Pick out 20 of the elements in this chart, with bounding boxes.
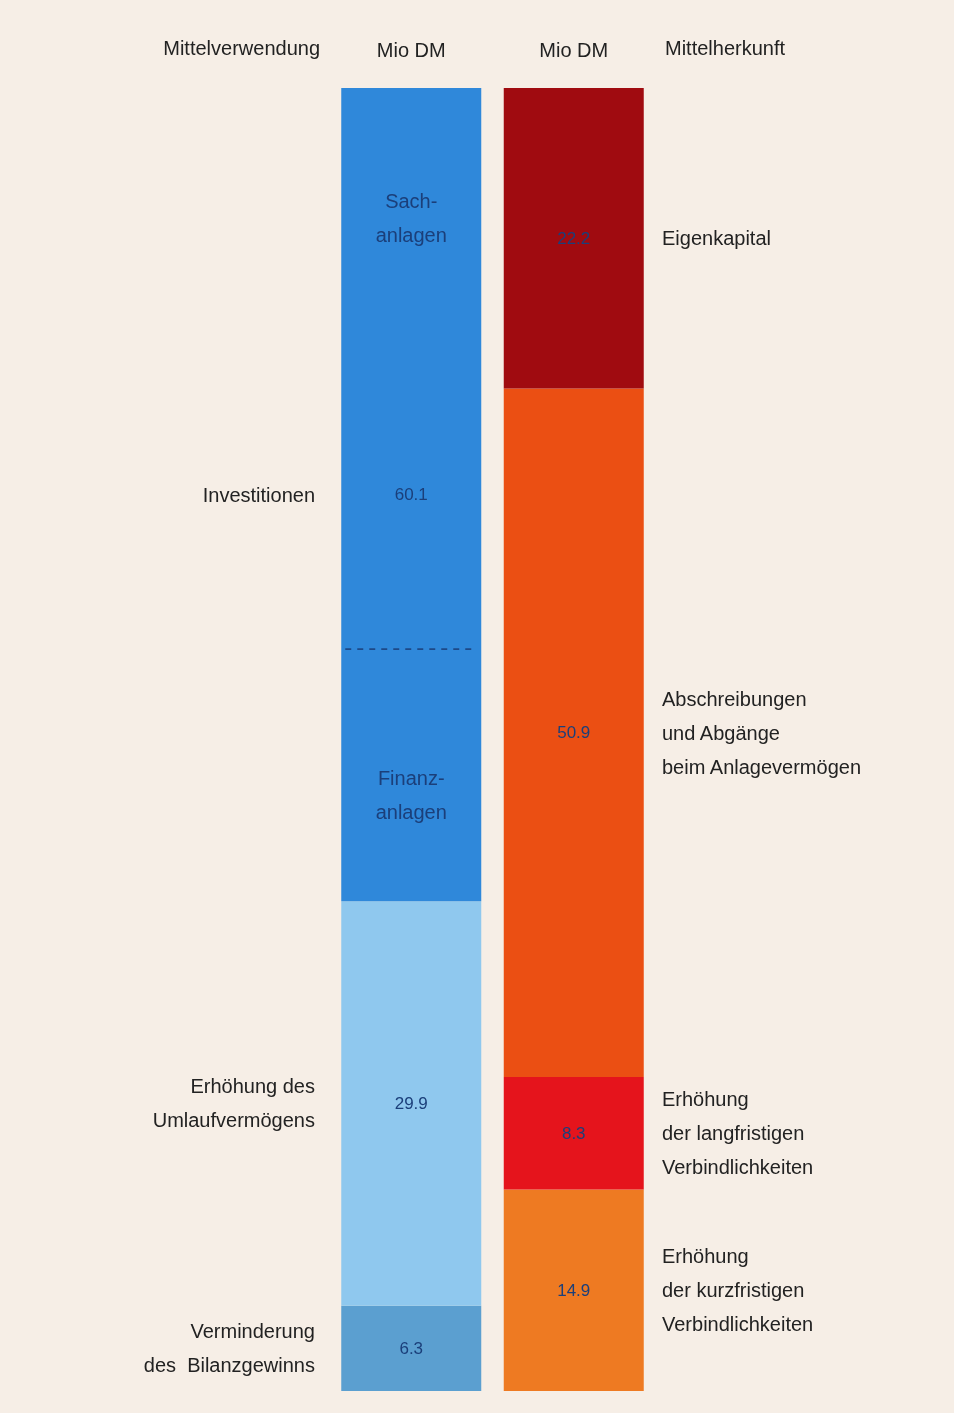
series-label: Eigenkapital	[662, 227, 771, 250]
series-label: Erhöhung des Umlaufvermögens	[152, 1075, 315, 1132]
data-label: 6.3	[399, 1338, 424, 1358]
series-label: Erhöhung der langfristigen Verbindlichkeiten	[662, 1088, 814, 1179]
series-label: Verminderung des Bilanzgewinns	[143, 1320, 315, 1377]
x-tick-label: Mio DM	[376, 39, 446, 61]
series-label: Investitionen	[202, 483, 315, 506]
text: Mittelverwendung	[163, 37, 320, 59]
annotation: Finanz- anlagen	[375, 767, 447, 824]
data-label: 50.9	[557, 723, 591, 743]
data-label: 29.9	[394, 1093, 428, 1113]
data-label: 14.9	[557, 1280, 591, 1300]
annotation: Sach- anlagen	[375, 190, 447, 247]
data-label: 8.3	[561, 1123, 586, 1143]
x-tick-label: Mio DM	[539, 39, 609, 61]
data-label: 60.1	[394, 485, 428, 505]
series-label: Abschreibungen und Abgänge beim Anlagevermögen	[662, 687, 862, 778]
text: Mittelherkunft	[665, 37, 786, 59]
data-label: 22.2	[557, 228, 591, 248]
series-label: Erhöhung der kurzfristigen Verbindlichkeiten	[662, 1245, 814, 1336]
